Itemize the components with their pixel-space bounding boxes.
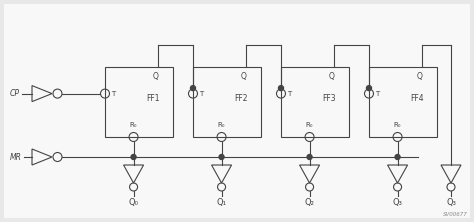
Text: Q₂: Q₂: [305, 198, 314, 207]
Circle shape: [395, 155, 400, 159]
Text: FF4: FF4: [410, 94, 423, 103]
Circle shape: [307, 155, 312, 159]
Text: CP: CP: [10, 89, 20, 98]
Text: Q₁: Q₁: [217, 198, 227, 207]
Text: T: T: [199, 91, 203, 97]
Text: MR: MR: [10, 153, 22, 161]
Text: T: T: [111, 91, 115, 97]
Bar: [369, 67, 437, 137]
Bar: [281, 67, 349, 137]
Text: FF3: FF3: [322, 94, 336, 103]
Text: T: T: [287, 91, 291, 97]
Circle shape: [131, 155, 136, 159]
Text: R₀: R₀: [130, 122, 137, 128]
Text: FF2: FF2: [234, 94, 247, 103]
Text: Q₃: Q₃: [446, 198, 456, 207]
Text: Q₃: Q₃: [392, 198, 402, 207]
Text: Q: Q: [241, 72, 247, 81]
Text: SV00677: SV00677: [443, 212, 468, 217]
Circle shape: [366, 86, 372, 91]
Text: Q: Q: [153, 72, 159, 81]
Circle shape: [279, 86, 283, 91]
Text: Q: Q: [329, 72, 335, 81]
Circle shape: [219, 155, 224, 159]
Bar: [193, 67, 261, 137]
Text: Q₀: Q₀: [128, 198, 138, 207]
Text: FF1: FF1: [146, 94, 159, 103]
Bar: [105, 67, 173, 137]
Text: Q: Q: [417, 72, 423, 81]
Text: R₀: R₀: [394, 122, 401, 128]
Text: R₀: R₀: [218, 122, 225, 128]
Text: T: T: [375, 91, 379, 97]
Circle shape: [191, 86, 195, 91]
Text: R₀: R₀: [306, 122, 313, 128]
